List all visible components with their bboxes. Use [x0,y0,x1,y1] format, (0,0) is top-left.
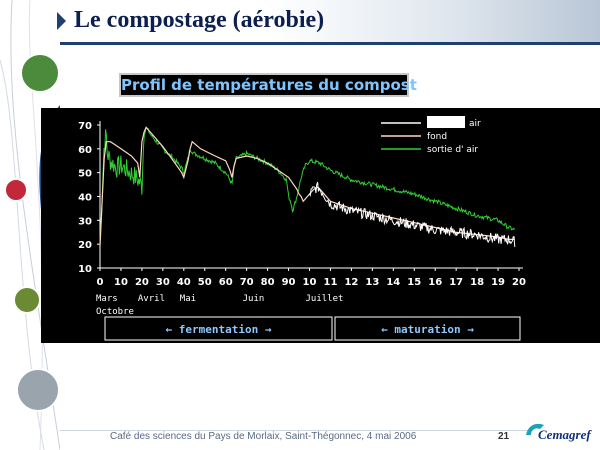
month-label: Juillet [306,294,344,304]
phase-label: ← maturation → [381,323,474,336]
chart-title: Profil de températures du compost [119,73,417,97]
lab-photo-icon [16,368,60,412]
x-tick-label: 10 [303,277,317,288]
svg-text:Cemagref: Cemagref [538,427,592,442]
y-tick-label: 50 [78,169,92,180]
title-bullet-icon [57,12,66,30]
legend-label: air [469,119,481,129]
y-tick-label: 60 [78,145,92,156]
x-tick-label: 19 [491,277,505,288]
phase-label: ← fermentation → [166,323,272,336]
temperature-chart: air fond sortie d' air ← fermentation → ← ma… [41,108,600,343]
month-label: Juin [243,294,265,304]
x-tick-label: 18 [470,277,484,288]
footer-rule [60,430,530,431]
leaf-photo-icon [13,286,41,314]
y-tick-label: 70 [78,121,92,132]
legend-label: sortie d' air [427,145,478,155]
header-rule [60,42,600,45]
x-tick-label: 17 [449,277,463,288]
footer-text: Café des sciences du Pays de Morlaix, Sa… [110,431,417,442]
x-tick-label: 50 [198,277,212,288]
slide-title: Le compostage (aérobie) [74,7,325,33]
month-label: Mai [180,294,196,304]
series-fond-line [99,126,515,247]
x-tick-label: 60 [219,277,233,288]
y-tick-label: 30 [78,216,92,227]
x-tick-label: 12 [344,277,358,288]
x-tick-label: 16 [428,277,442,288]
series-air-line [309,181,516,247]
x-tick-label: 10 [114,277,128,288]
canal-photo-icon [20,53,60,93]
x-tick-label: 11 [323,277,337,288]
cemagref-logo: Cemagref [526,423,592,442]
legend-label-mask [427,116,465,128]
y-tick-label: 20 [78,240,92,251]
x-tick-label: 14 [386,277,400,288]
x-tick-label: 20 [512,277,526,288]
x-tick-label: 40 [177,277,191,288]
x-tick-label: 20 [135,277,149,288]
legend-label: fond [427,132,447,142]
x-tick-label: 80 [261,277,275,288]
apple-photo-icon [4,178,28,202]
x-tick-label: 15 [407,277,421,288]
phase-box [334,316,521,341]
x-tick-label: 0 [97,277,104,288]
y-tick-label: 40 [78,193,92,204]
y-tick-label: 10 [78,264,92,275]
x-tick-label: 90 [282,277,296,288]
series-sortie-d--air-line [99,126,516,245]
x-tick-label: 13 [365,277,379,288]
page-number: 21 [498,431,510,442]
month-label: Mars [96,294,118,304]
month-label: Octobre [96,307,134,317]
month-label: Avril [138,294,165,304]
x-tick-label: 70 [240,277,254,288]
header-band [0,0,600,44]
chart-background [41,108,600,343]
x-tick-label: 30 [156,277,170,288]
phase-box [104,316,333,341]
